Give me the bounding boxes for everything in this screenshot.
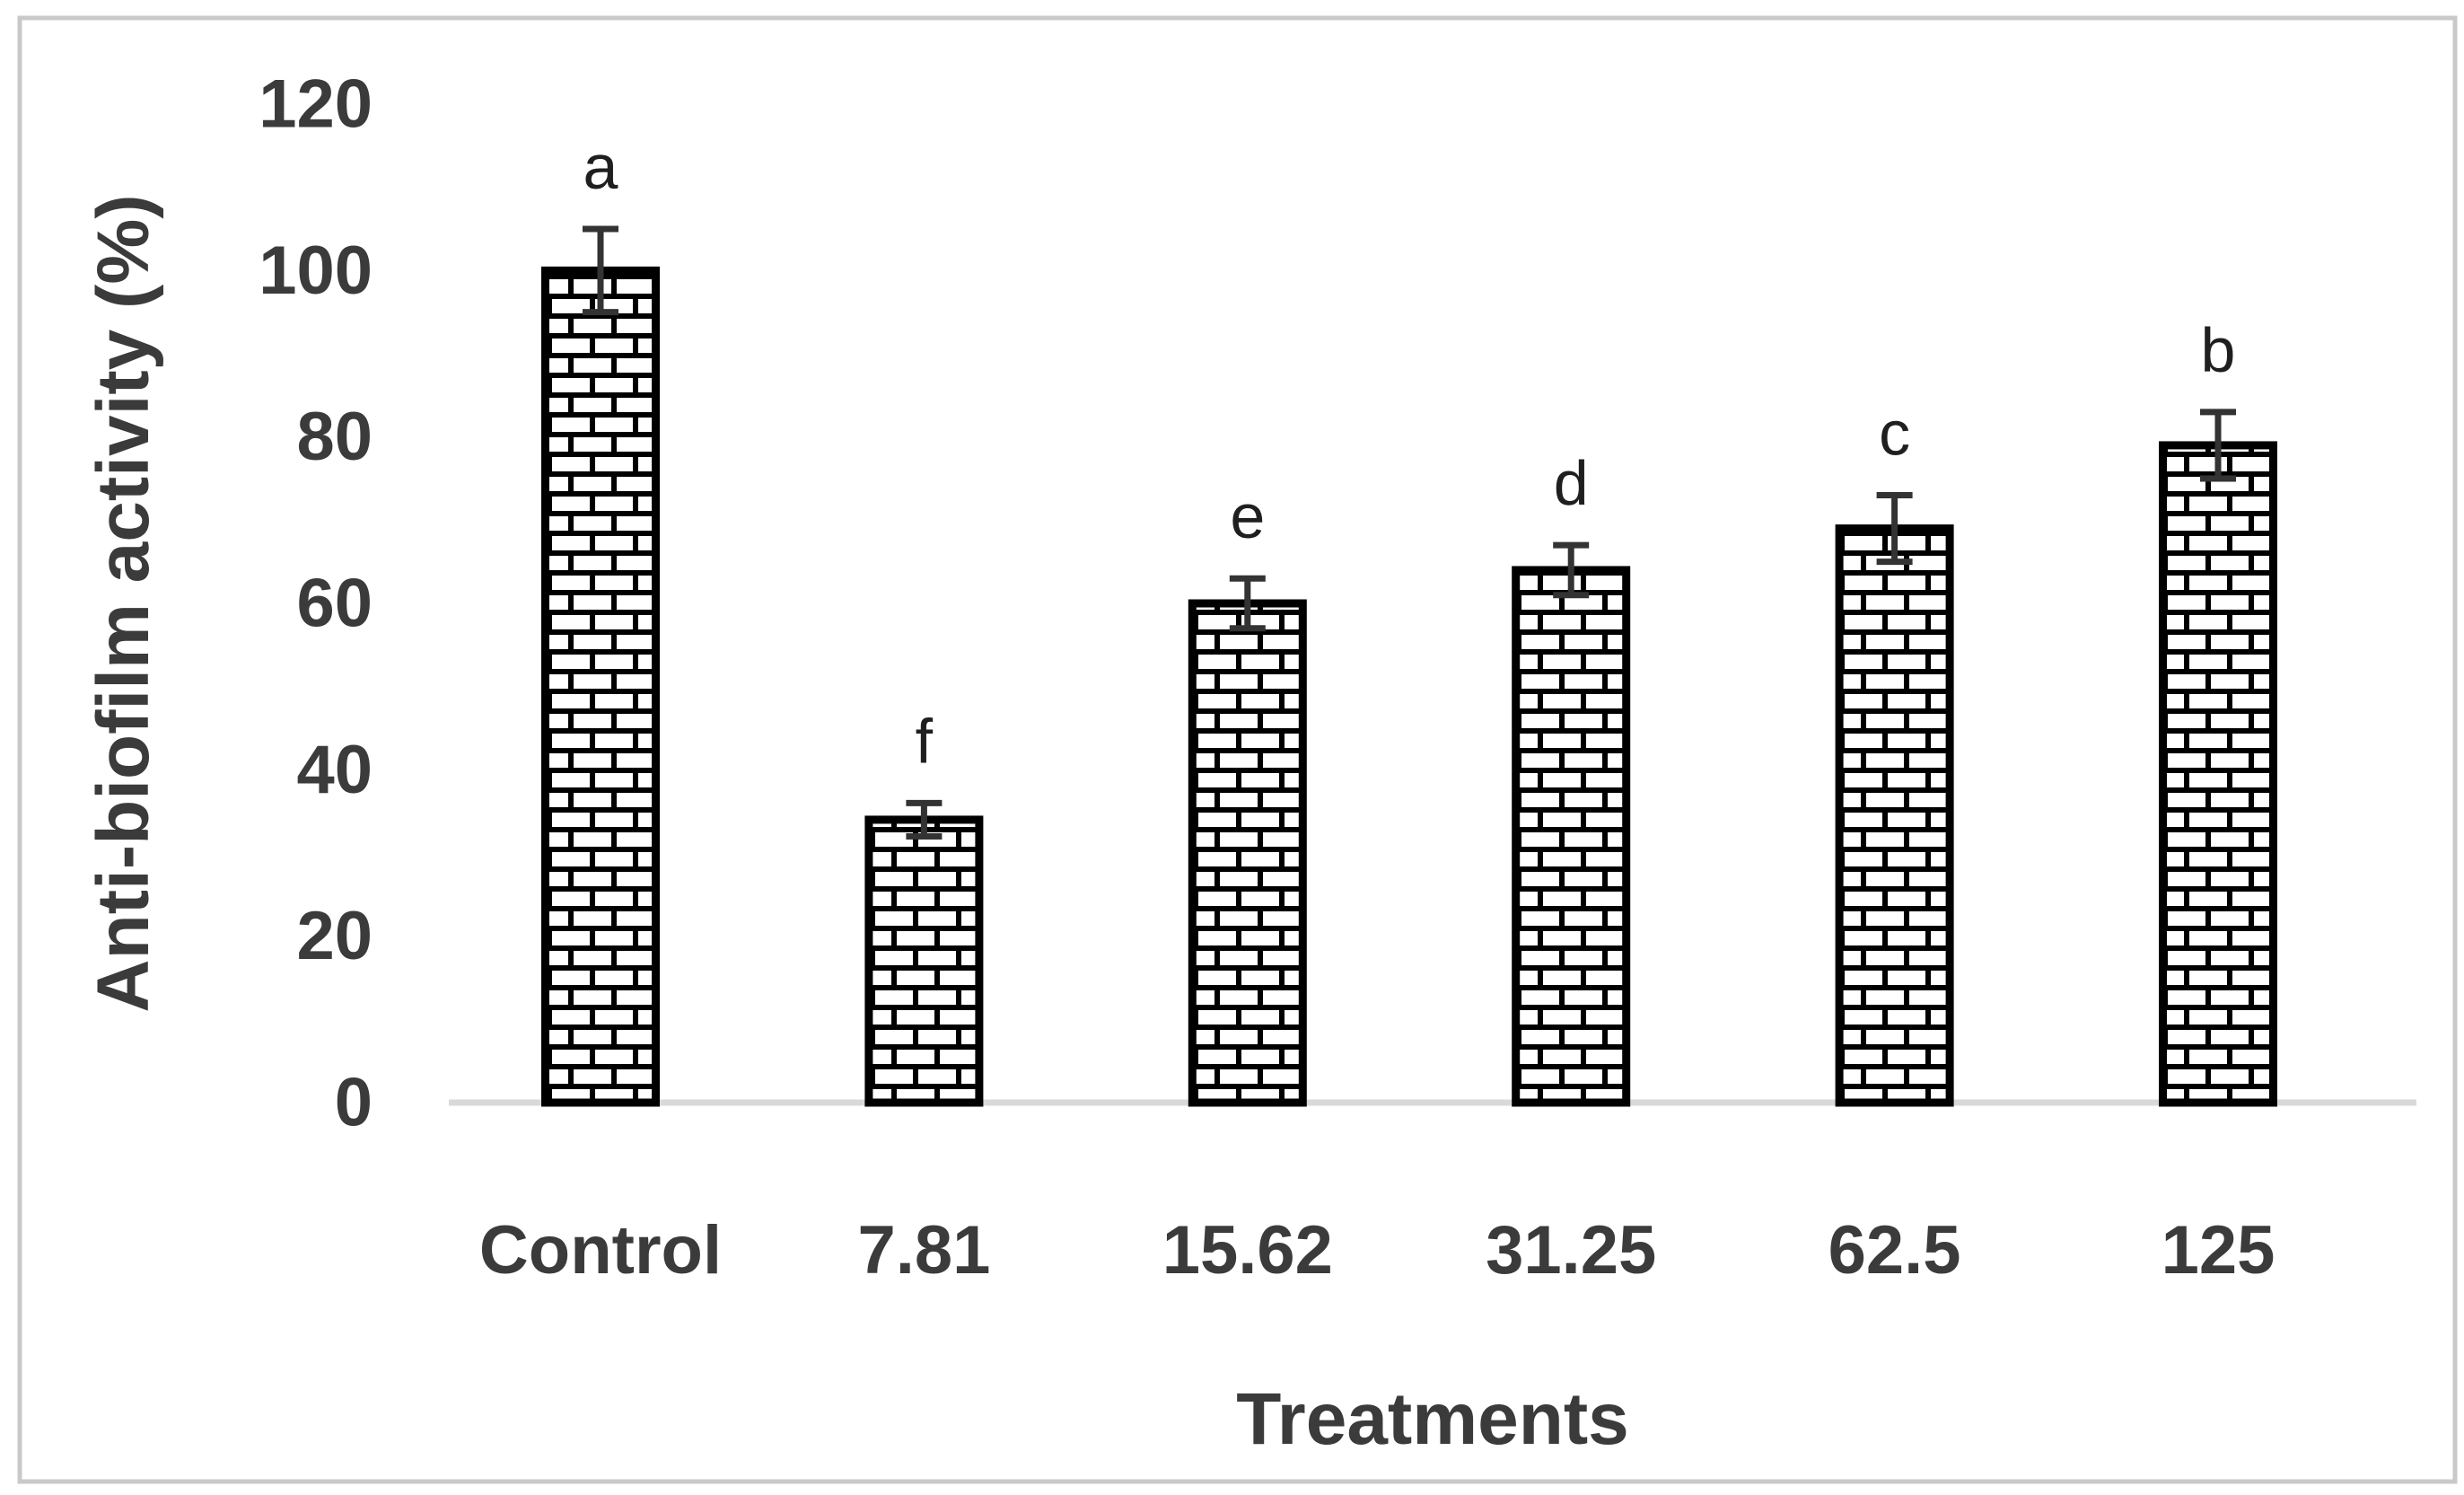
significance-letter: d — [1554, 448, 1589, 518]
y-tick-label: 80 — [296, 399, 373, 475]
y-tick-label: 120 — [259, 66, 373, 143]
x-axis-title: Treatments — [1236, 1378, 1629, 1460]
error-bar-control — [583, 225, 618, 316]
significance-letter: e — [1230, 481, 1265, 551]
bar-7.81 — [864, 815, 984, 1107]
error-bar-62.5 — [1876, 492, 1913, 566]
error-bar-31.25 — [1553, 541, 1590, 599]
figure-border — [17, 15, 2458, 1484]
bar-control — [541, 266, 660, 1107]
y-tick-label: 0 — [335, 1065, 373, 1141]
bar-15.62 — [1188, 599, 1307, 1107]
error-bar-7.81 — [906, 799, 943, 840]
y-axis-title: Anti-biofilm activity (%) — [83, 194, 164, 1012]
significance-letter: f — [916, 706, 934, 776]
x-category-label: 125 — [2161, 1212, 2275, 1288]
significance-letter: b — [2201, 315, 2236, 385]
y-tick-label: 100 — [259, 233, 373, 309]
plot-area: 0 20 40 60 80 100 120 a Control f 7.81 e 15.62 d 31.25… — [259, 66, 2277, 1288]
significance-letter: a — [583, 132, 618, 202]
error-bar-125 — [2200, 409, 2236, 482]
x-category-label: 7.81 — [857, 1212, 990, 1288]
x-category-label: Control — [479, 1212, 722, 1288]
x-category-label: 62.5 — [1828, 1212, 1961, 1288]
y-tick-label: 20 — [296, 898, 373, 974]
significance-letter: c — [1879, 399, 1910, 469]
y-tick-label: 60 — [296, 566, 373, 642]
x-category-label: 31.25 — [1486, 1212, 1656, 1288]
bar-31.25 — [1512, 566, 1631, 1107]
y-tick-label: 40 — [296, 732, 373, 808]
bar-62.5 — [1835, 524, 1954, 1107]
x-category-label: 15.62 — [1162, 1212, 1333, 1288]
bar-125 — [2159, 441, 2277, 1107]
error-bar-15.62 — [1229, 575, 1266, 632]
